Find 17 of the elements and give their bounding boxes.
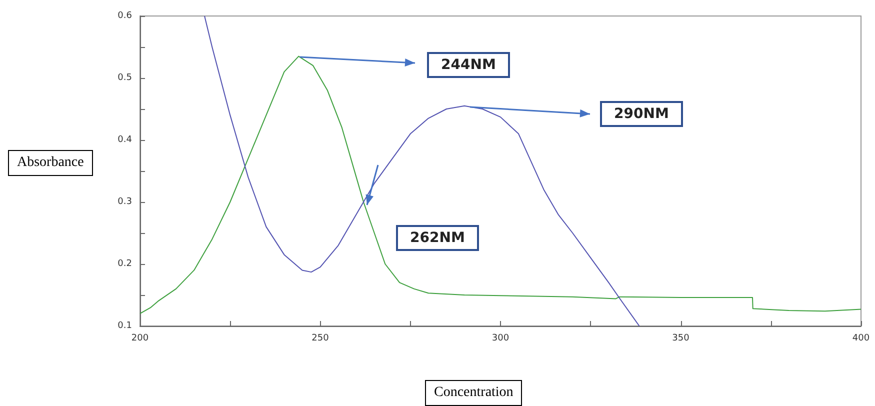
- annotation: 262NM: [396, 225, 479, 251]
- x-tick-label: 300: [492, 334, 510, 344]
- y-tick-label: 0.6: [118, 11, 132, 21]
- line-series: [140, 56, 862, 314]
- x-axis-title: Concentration: [425, 380, 522, 406]
- y-tick-label: 0.5: [118, 73, 132, 83]
- x-tick-label: 350: [672, 334, 690, 344]
- y-tick-label: 0.2: [118, 259, 132, 269]
- y-tick-label: 0.3: [118, 197, 132, 207]
- annotation: 290NM: [600, 101, 683, 127]
- y-tick-label: 0.4: [118, 135, 132, 145]
- y-axis-title: Absorbance: [8, 150, 93, 176]
- x-tick-label: 400: [852, 334, 870, 344]
- x-tick-label: 200: [131, 334, 149, 344]
- y-tick-label: 0.1: [118, 321, 132, 331]
- annotation: 244NM: [427, 52, 510, 78]
- x-tick-label: 250: [312, 334, 330, 344]
